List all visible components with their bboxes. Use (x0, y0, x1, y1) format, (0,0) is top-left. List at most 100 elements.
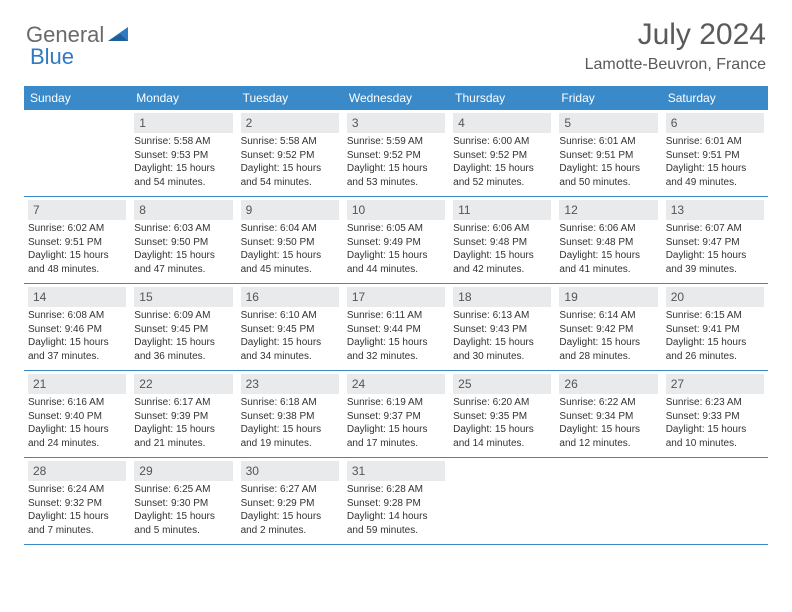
day-number: 19 (559, 287, 657, 307)
daylight-text: and 5 minutes. (134, 524, 232, 538)
calendar-week: 14Sunrise: 6:08 AMSunset: 9:46 PMDayligh… (24, 284, 768, 371)
day-details: Sunrise: 6:13 AMSunset: 9:43 PMDaylight:… (453, 309, 551, 363)
day-details: Sunrise: 5:58 AMSunset: 9:52 PMDaylight:… (241, 135, 339, 189)
daylight-text: Daylight: 15 hours (28, 336, 126, 350)
daylight-text: Daylight: 15 hours (453, 423, 551, 437)
day-number: 15 (134, 287, 232, 307)
day-number: 26 (559, 374, 657, 394)
day-number: 2 (241, 113, 339, 133)
sunrise-text: Sunrise: 5:58 AM (241, 135, 339, 149)
daylight-text: Daylight: 15 hours (559, 249, 657, 263)
sunrise-text: Sunrise: 6:07 AM (666, 222, 764, 236)
sunset-text: Sunset: 9:52 PM (347, 149, 445, 163)
calendar-week: 7Sunrise: 6:02 AMSunset: 9:51 PMDaylight… (24, 197, 768, 284)
calendar-day: 27Sunrise: 6:23 AMSunset: 9:33 PMDayligh… (662, 371, 768, 457)
sunrise-text: Sunrise: 6:14 AM (559, 309, 657, 323)
calendar-week: 1Sunrise: 5:58 AMSunset: 9:53 PMDaylight… (24, 110, 768, 197)
logo-text-blue: Blue (30, 44, 74, 69)
day-details: Sunrise: 6:27 AMSunset: 9:29 PMDaylight:… (241, 483, 339, 537)
day-details: Sunrise: 6:18 AMSunset: 9:38 PMDaylight:… (241, 396, 339, 450)
daylight-text: and 59 minutes. (347, 524, 445, 538)
daylight-text: and 41 minutes. (559, 263, 657, 277)
calendar-day: 8Sunrise: 6:03 AMSunset: 9:50 PMDaylight… (130, 197, 236, 283)
calendar-day: 13Sunrise: 6:07 AMSunset: 9:47 PMDayligh… (662, 197, 768, 283)
day-details: Sunrise: 5:59 AMSunset: 9:52 PMDaylight:… (347, 135, 445, 189)
calendar-day: 23Sunrise: 6:18 AMSunset: 9:38 PMDayligh… (237, 371, 343, 457)
daylight-text: and 12 minutes. (559, 437, 657, 451)
sunrise-text: Sunrise: 6:03 AM (134, 222, 232, 236)
sunrise-text: Sunrise: 6:05 AM (347, 222, 445, 236)
day-number: 24 (347, 374, 445, 394)
daylight-text: Daylight: 15 hours (134, 249, 232, 263)
sunset-text: Sunset: 9:51 PM (559, 149, 657, 163)
daylight-text: and 39 minutes. (666, 263, 764, 277)
day-details: Sunrise: 6:20 AMSunset: 9:35 PMDaylight:… (453, 396, 551, 450)
day-number: 9 (241, 200, 339, 220)
calendar-day: 31Sunrise: 6:28 AMSunset: 9:28 PMDayligh… (343, 458, 449, 544)
calendar-empty-cell (555, 458, 661, 544)
daylight-text: Daylight: 15 hours (134, 423, 232, 437)
daylight-text: Daylight: 15 hours (28, 510, 126, 524)
sunrise-text: Sunrise: 6:27 AM (241, 483, 339, 497)
calendar-day: 19Sunrise: 6:14 AMSunset: 9:42 PMDayligh… (555, 284, 661, 370)
sunrise-text: Sunrise: 6:23 AM (666, 396, 764, 410)
day-details: Sunrise: 6:11 AMSunset: 9:44 PMDaylight:… (347, 309, 445, 363)
daylight-text: and 21 minutes. (134, 437, 232, 451)
calendar-empty-cell (24, 110, 130, 196)
daylight-text: and 24 minutes. (28, 437, 126, 451)
calendar-empty-cell (449, 458, 555, 544)
calendar-day: 1Sunrise: 5:58 AMSunset: 9:53 PMDaylight… (130, 110, 236, 196)
daylight-text: Daylight: 15 hours (347, 162, 445, 176)
header: General July 2024 Lamotte-Beuvron, Franc… (0, 0, 792, 80)
day-details: Sunrise: 6:15 AMSunset: 9:41 PMDaylight:… (666, 309, 764, 363)
daylight-text: and 48 minutes. (28, 263, 126, 277)
calendar-day: 3Sunrise: 5:59 AMSunset: 9:52 PMDaylight… (343, 110, 449, 196)
calendar-day: 20Sunrise: 6:15 AMSunset: 9:41 PMDayligh… (662, 284, 768, 370)
calendar-day: 21Sunrise: 6:16 AMSunset: 9:40 PMDayligh… (24, 371, 130, 457)
sunrise-text: Sunrise: 6:24 AM (28, 483, 126, 497)
sunset-text: Sunset: 9:39 PM (134, 410, 232, 424)
day-number: 20 (666, 287, 764, 307)
calendar-day: 12Sunrise: 6:06 AMSunset: 9:48 PMDayligh… (555, 197, 661, 283)
daylight-text: and 54 minutes. (134, 176, 232, 190)
daylight-text: Daylight: 15 hours (559, 336, 657, 350)
daylight-text: Daylight: 15 hours (134, 336, 232, 350)
sunrise-text: Sunrise: 6:15 AM (666, 309, 764, 323)
title-block: July 2024 Lamotte-Beuvron, France (585, 18, 766, 74)
daylight-text: and 7 minutes. (28, 524, 126, 538)
sunrise-text: Sunrise: 6:00 AM (453, 135, 551, 149)
sunset-text: Sunset: 9:42 PM (559, 323, 657, 337)
sunrise-text: Sunrise: 6:22 AM (559, 396, 657, 410)
day-details: Sunrise: 6:03 AMSunset: 9:50 PMDaylight:… (134, 222, 232, 276)
day-details: Sunrise: 6:00 AMSunset: 9:52 PMDaylight:… (453, 135, 551, 189)
sunrise-text: Sunrise: 6:08 AM (28, 309, 126, 323)
sunrise-text: Sunrise: 6:01 AM (666, 135, 764, 149)
day-details: Sunrise: 6:19 AMSunset: 9:37 PMDaylight:… (347, 396, 445, 450)
sunrise-text: Sunrise: 6:01 AM (559, 135, 657, 149)
sunset-text: Sunset: 9:45 PM (134, 323, 232, 337)
calendar-week: 28Sunrise: 6:24 AMSunset: 9:32 PMDayligh… (24, 458, 768, 545)
sunrise-text: Sunrise: 5:58 AM (134, 135, 232, 149)
calendar-day: 18Sunrise: 6:13 AMSunset: 9:43 PMDayligh… (449, 284, 555, 370)
day-number: 3 (347, 113, 445, 133)
day-details: Sunrise: 6:14 AMSunset: 9:42 PMDaylight:… (559, 309, 657, 363)
page-title: July 2024 (585, 18, 766, 52)
daylight-text: Daylight: 15 hours (28, 249, 126, 263)
day-number: 12 (559, 200, 657, 220)
daylight-text: and 49 minutes. (666, 176, 764, 190)
daylight-text: and 28 minutes. (559, 350, 657, 364)
daylight-text: and 36 minutes. (134, 350, 232, 364)
daylight-text: and 42 minutes. (453, 263, 551, 277)
daylight-text: Daylight: 15 hours (241, 162, 339, 176)
day-details: Sunrise: 5:58 AMSunset: 9:53 PMDaylight:… (134, 135, 232, 189)
day-number: 6 (666, 113, 764, 133)
daylight-text: and 14 minutes. (453, 437, 551, 451)
day-details: Sunrise: 6:01 AMSunset: 9:51 PMDaylight:… (666, 135, 764, 189)
calendar-day: 22Sunrise: 6:17 AMSunset: 9:39 PMDayligh… (130, 371, 236, 457)
calendar-day: 30Sunrise: 6:27 AMSunset: 9:29 PMDayligh… (237, 458, 343, 544)
day-details: Sunrise: 6:23 AMSunset: 9:33 PMDaylight:… (666, 396, 764, 450)
logo-text-blue-wrap: Blue (30, 44, 74, 70)
sunset-text: Sunset: 9:52 PM (241, 149, 339, 163)
day-number: 7 (28, 200, 126, 220)
day-number: 17 (347, 287, 445, 307)
